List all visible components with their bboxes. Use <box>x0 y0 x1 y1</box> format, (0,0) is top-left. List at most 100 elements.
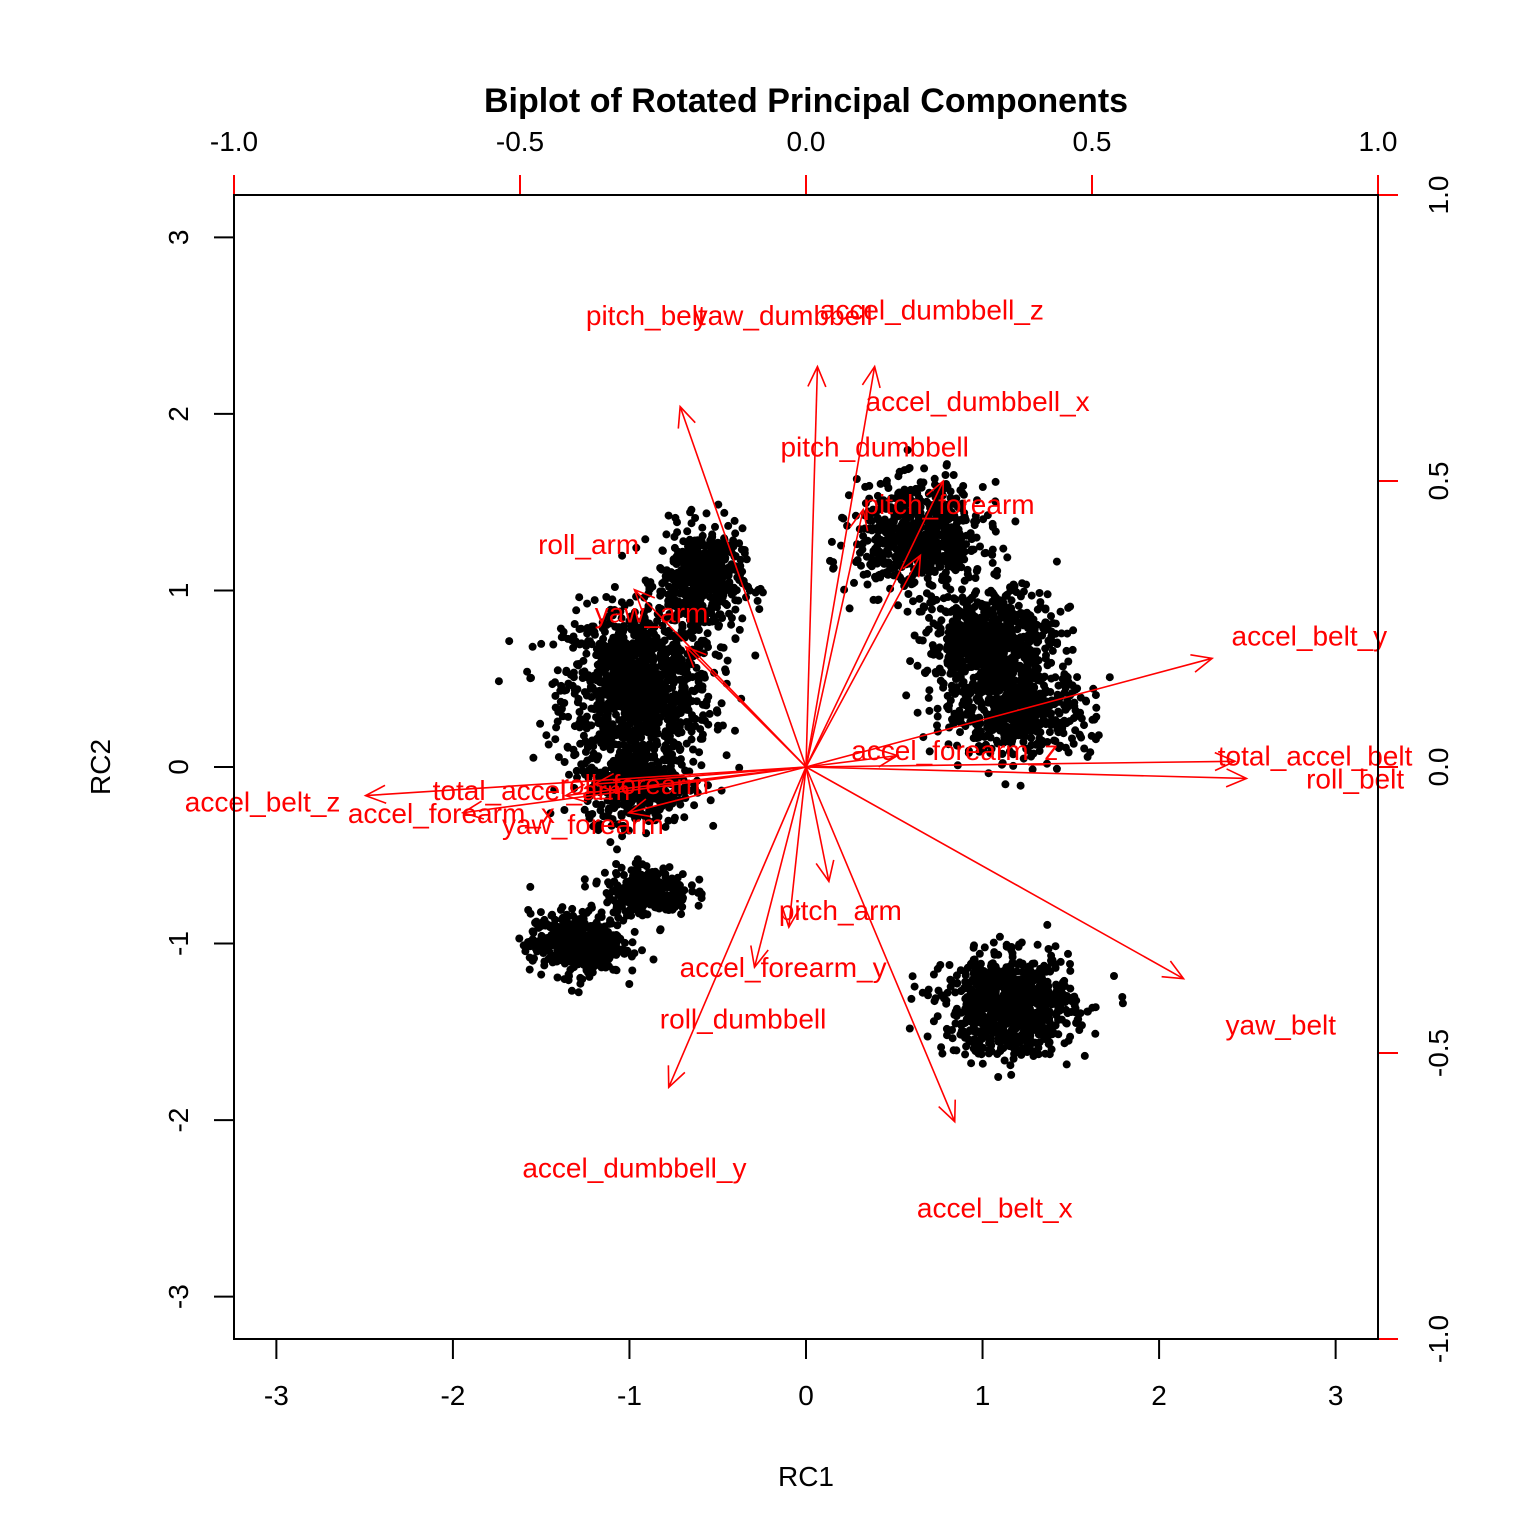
score-point <box>690 588 699 597</box>
score-point <box>706 796 715 805</box>
score-point <box>1080 744 1089 753</box>
score-point <box>633 872 642 881</box>
score-point <box>1026 652 1034 661</box>
score-point <box>528 642 537 651</box>
score-point <box>556 624 565 633</box>
score-point <box>711 522 719 531</box>
score-point <box>694 548 703 557</box>
score-point <box>662 530 671 539</box>
score-point <box>1029 685 1038 694</box>
score-point <box>923 574 932 583</box>
score-point <box>943 593 952 601</box>
score-point <box>494 677 503 686</box>
score-point <box>608 611 617 620</box>
score-point <box>1070 698 1079 707</box>
score-point <box>933 712 942 721</box>
score-point <box>1035 589 1044 597</box>
score-point <box>929 644 938 653</box>
score-point <box>639 685 648 694</box>
score-point <box>693 602 702 611</box>
score-point <box>620 733 629 742</box>
score-point <box>672 601 680 610</box>
score-point <box>597 913 606 921</box>
score-point <box>587 763 596 772</box>
score-point <box>556 954 565 963</box>
score-point <box>721 599 730 608</box>
score-point <box>659 864 668 873</box>
score-point <box>555 940 564 949</box>
score-point <box>641 724 650 733</box>
score-point <box>656 713 665 722</box>
score-point <box>920 464 929 473</box>
score-point <box>682 598 691 607</box>
score-point <box>623 877 632 886</box>
score-point <box>1041 708 1050 717</box>
score-point <box>943 575 952 584</box>
score-point <box>652 633 661 642</box>
score-point <box>600 641 609 650</box>
score-point <box>641 535 650 544</box>
score-point <box>546 809 555 818</box>
score-point <box>579 702 588 711</box>
score-point <box>982 675 991 684</box>
score-point <box>677 910 686 919</box>
score-point <box>544 740 553 749</box>
score-point <box>667 695 676 704</box>
score-point <box>980 706 988 715</box>
score-point <box>564 712 573 721</box>
score-point <box>649 887 658 896</box>
score-point <box>683 527 692 536</box>
score-point <box>716 610 725 619</box>
score-point <box>869 595 878 604</box>
score-point <box>632 543 641 552</box>
score-point <box>1048 646 1057 655</box>
score-point <box>613 689 621 697</box>
score-point <box>1073 673 1082 682</box>
score-cluster <box>632 500 767 664</box>
score-point <box>664 601 673 609</box>
score-point <box>987 608 996 617</box>
score-point <box>928 581 937 590</box>
score-point <box>943 702 952 711</box>
score-point <box>713 708 722 717</box>
score-point <box>952 541 961 550</box>
score-point <box>755 605 764 614</box>
score-point <box>543 933 552 942</box>
score-point <box>551 703 560 712</box>
score-point <box>619 715 627 724</box>
score-point <box>645 663 654 672</box>
score-point <box>707 602 716 611</box>
score-point <box>1058 662 1067 671</box>
score-point <box>698 523 707 532</box>
score-point <box>537 970 546 979</box>
score-point <box>735 625 744 634</box>
score-point <box>638 674 647 683</box>
score-point <box>1059 729 1068 738</box>
score-point <box>957 563 966 572</box>
score-point <box>613 845 621 854</box>
score-point <box>686 606 695 615</box>
score-point <box>670 813 679 822</box>
score-cluster <box>544 733 718 847</box>
score-point <box>900 466 909 475</box>
score-point <box>878 555 887 564</box>
score-point <box>558 916 567 925</box>
score-point <box>1043 920 1052 929</box>
score-point <box>936 676 945 685</box>
score-point <box>551 691 560 700</box>
score-point <box>933 621 942 630</box>
score-point <box>558 932 567 941</box>
score-point <box>617 614 626 623</box>
score-point <box>669 557 678 566</box>
score-point <box>720 508 729 517</box>
score-point <box>1091 691 1100 700</box>
score-point <box>958 593 967 602</box>
score-point <box>592 755 601 764</box>
score-point <box>578 940 587 948</box>
score-point <box>649 656 658 665</box>
score-point <box>668 647 677 656</box>
score-point <box>660 744 669 753</box>
score-point <box>679 702 688 711</box>
score-point <box>735 539 744 548</box>
score-point <box>575 640 584 649</box>
